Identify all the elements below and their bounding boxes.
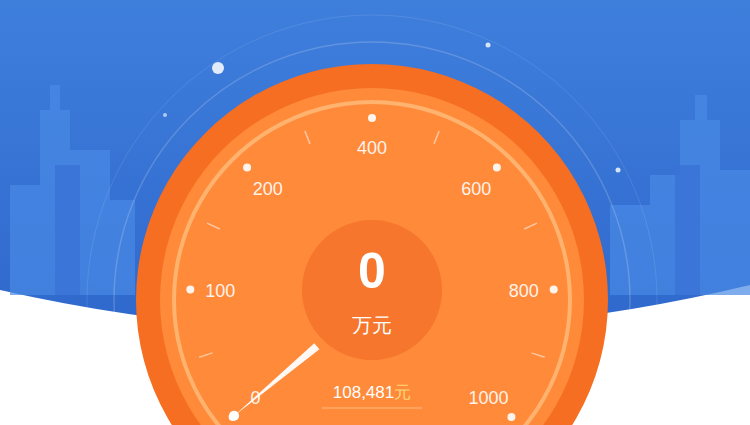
svg-text:800: 800 — [509, 281, 539, 301]
svg-text:108,481元: 108,481元 — [333, 383, 411, 402]
svg-text:200: 200 — [253, 179, 283, 199]
svg-text:100: 100 — [205, 281, 235, 301]
svg-text:0: 0 — [250, 387, 261, 408]
svg-text:1000: 1000 — [468, 388, 508, 408]
svg-text:万元: 万元 — [352, 314, 392, 336]
svg-text:600: 600 — [461, 179, 491, 199]
svg-text:0: 0 — [358, 243, 386, 299]
svg-text:400: 400 — [357, 138, 387, 158]
